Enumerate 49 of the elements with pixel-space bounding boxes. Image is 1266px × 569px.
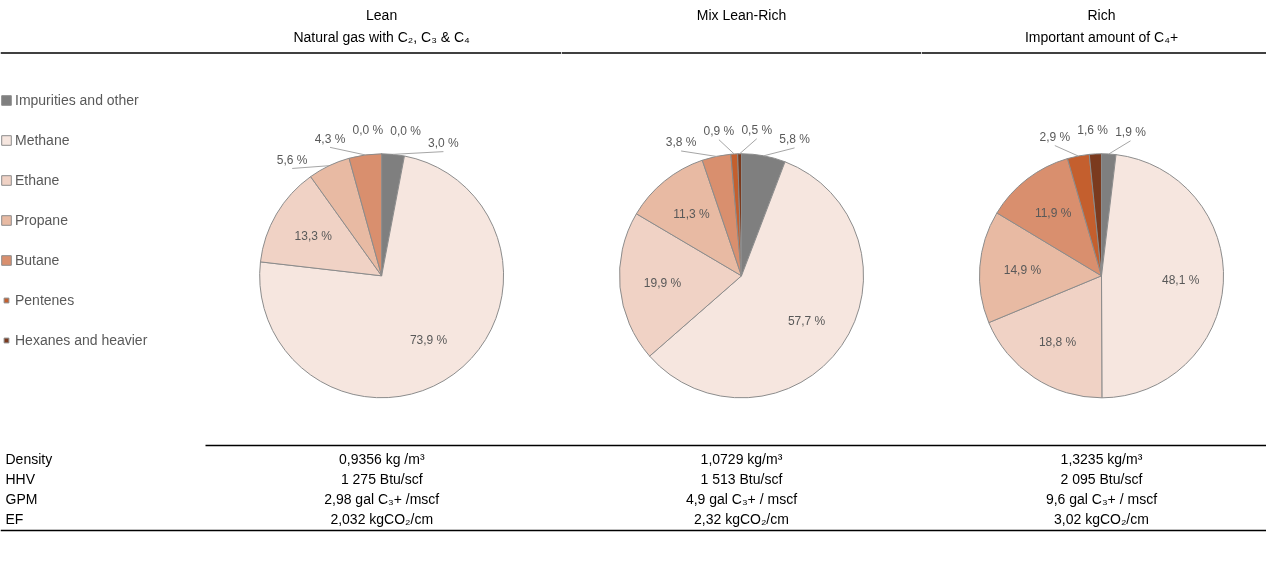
text: 2,032 kgCO₂/cm — [330, 510, 434, 527]
data-label: 1,9 % — [1115, 125, 1147, 140]
legend-label: Butane — [15, 252, 60, 268]
text: 0,9356 kg /m³ — [338, 450, 425, 467]
text: 2 095 Btu/scf — [1060, 470, 1143, 487]
data-label: 11,9 % — [1034, 205, 1072, 220]
data-label: 57,7 % — [787, 314, 826, 329]
data-label: 3,0 % — [428, 136, 460, 151]
text: 1 275 Btu/scf — [340, 470, 423, 487]
data-label: 11,3 % — [673, 207, 711, 222]
data-label: 2,9 % — [1039, 130, 1071, 145]
text: HHV — [5, 470, 36, 487]
data-label: 5,8 % — [779, 132, 811, 147]
text: 4,9 gal C₃+ / mscf — [685, 490, 798, 507]
chart-title: Mix Lean-Rich — [696, 7, 787, 24]
data-label: 0,9 % — [703, 124, 735, 139]
chart-subtitle: Important amount of C₄+ — [1024, 29, 1179, 46]
text: 1,3235 kg/m³ — [1060, 450, 1143, 467]
data-label: 18,8 % — [1038, 334, 1077, 349]
text: 1,0729 kg/m³ — [700, 450, 783, 467]
data-label: 73,9 % — [409, 332, 448, 347]
text: 1 513 Btu/scf — [700, 470, 783, 487]
data-label: 0,5 % — [741, 123, 773, 138]
text: 3,02 kgCO₂/cm — [1053, 510, 1149, 527]
text: 0,0 % — [390, 124, 421, 139]
legend-label: Ethane — [15, 172, 60, 188]
data-label: 13,3 % — [294, 228, 333, 243]
text: 0,0 % — [352, 123, 384, 138]
legend-label: Hexanes and heavier — [15, 332, 148, 348]
legend-label: Pentenes — [15, 292, 75, 308]
text: EF — [5, 510, 24, 527]
data-label: 19,9 % — [643, 276, 682, 291]
legend-label: Propane — [15, 212, 68, 228]
data-label: 1,6 % — [1077, 122, 1109, 137]
chart-title: Lean — [366, 7, 398, 24]
text: 9,6 gal C₃+ / mscf — [1045, 490, 1158, 507]
legend-label: Impurities and other — [15, 92, 139, 108]
text: Density — [5, 450, 53, 467]
data-label: 14,9 % — [1003, 262, 1042, 277]
legend-label: Methane — [15, 132, 70, 148]
data-label: 5,6 % — [276, 152, 308, 167]
chart-subtitle: Natural gas with C₂, C₃ & C₄ — [293, 29, 471, 46]
chart-title: Rich — [1087, 7, 1116, 24]
text: 2,32 kgCO₂/cm — [693, 510, 789, 527]
text: GPM — [5, 490, 38, 507]
data-label: 3,8 % — [665, 135, 697, 150]
data-label: 4,3 % — [314, 131, 346, 146]
data-label: 48,1 % — [1162, 273, 1200, 288]
text: 2,98 gal C₃+ /mscf — [324, 490, 440, 507]
